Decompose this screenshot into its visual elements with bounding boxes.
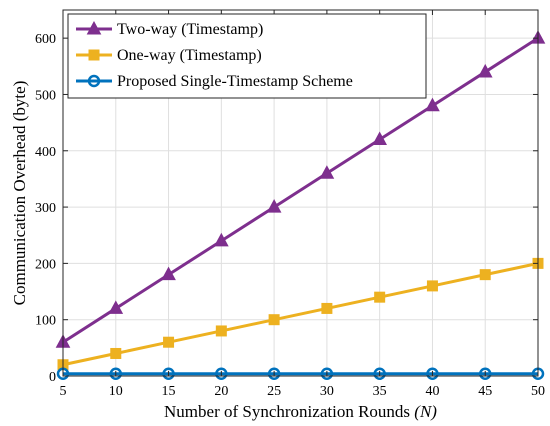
x-tick-label: 15 xyxy=(162,384,176,399)
legend-entry: Proposed Single-Timestamp Scheme xyxy=(117,73,353,90)
data-point xyxy=(319,165,335,179)
data-point xyxy=(213,232,229,247)
data-point xyxy=(215,367,228,380)
data-point xyxy=(426,280,438,292)
data-point xyxy=(163,336,175,348)
y-tick-label: 300 xyxy=(35,201,56,216)
x-tick-label: 5 xyxy=(60,384,67,399)
data-point xyxy=(477,63,493,78)
series-line xyxy=(62,261,539,367)
data-point xyxy=(478,367,492,380)
y-tick-label: 100 xyxy=(35,314,56,329)
data-point xyxy=(109,367,123,380)
x-tick-label: 10 xyxy=(109,384,123,399)
legend-entry: One-way (Timestamp) xyxy=(117,47,262,64)
data-point xyxy=(374,291,386,303)
legend: Two-way (Timestamp) One-way (Timestamp) Pr… xyxy=(67,13,427,99)
x-tick-label: 45 xyxy=(478,384,492,399)
x-tick-label: 20 xyxy=(214,384,228,399)
data-point xyxy=(479,269,491,281)
data-point xyxy=(321,302,333,314)
x-tick-label: 35 xyxy=(373,384,387,399)
y-tick-label: 500 xyxy=(35,88,56,103)
series-3 xyxy=(56,367,545,380)
legend-entry: Two-way (Timestamp) xyxy=(117,21,263,38)
y-tick-label: 0 xyxy=(49,370,56,385)
data-point xyxy=(373,367,386,380)
data-point xyxy=(162,367,175,380)
data-point xyxy=(161,266,176,281)
legend-marker xyxy=(88,49,100,61)
y-tick-label: 200 xyxy=(35,257,56,272)
data-point xyxy=(320,367,334,380)
series-2 xyxy=(57,257,544,371)
x-tick-label: 50 xyxy=(531,384,545,399)
data-point xyxy=(266,199,282,213)
data-point xyxy=(426,367,439,380)
series-line xyxy=(62,36,539,344)
data-point xyxy=(267,367,281,380)
data-point xyxy=(268,314,280,326)
y-tick-label: 600 xyxy=(35,32,56,47)
data-point xyxy=(425,97,440,112)
series-layer xyxy=(55,30,546,380)
data-point xyxy=(110,347,122,359)
data-point xyxy=(108,300,124,314)
y-tick-label: 400 xyxy=(35,145,56,160)
data-point xyxy=(215,325,227,337)
data-point xyxy=(372,131,388,146)
series-1 xyxy=(55,30,546,348)
y-axis-label: Communication Overhead (byte) xyxy=(10,81,29,306)
x-tick-label: 30 xyxy=(320,384,334,399)
legend-marker xyxy=(87,74,101,88)
legend-marker xyxy=(86,20,102,35)
x-axis-label: Number of Synchronization Rounds (N) xyxy=(164,402,437,421)
legend-box xyxy=(67,13,427,99)
axes-box xyxy=(62,9,539,377)
x-tick-label: 25 xyxy=(267,384,281,399)
x-tick-label: 40 xyxy=(425,384,439,399)
